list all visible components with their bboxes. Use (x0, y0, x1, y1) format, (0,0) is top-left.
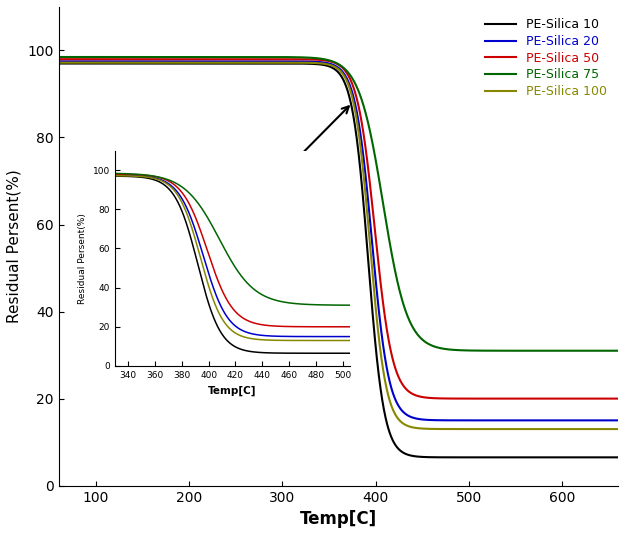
PE-Silica 50 (496, 395, 503, 402)
PE-Silica 20 (496, 417, 503, 424)
PE-Silica 10 (84, 60, 91, 67)
PE-Silica 75 (55, 54, 63, 60)
PE-Silica 75 (598, 348, 605, 354)
PE-Silica 50 (84, 56, 91, 63)
PE-Silica 10 (598, 454, 605, 461)
PE-Silica 20 (614, 417, 622, 424)
PE-Silica 100 (55, 59, 63, 66)
PE-Silica 100 (327, 62, 334, 68)
PE-Silica 75 (327, 58, 334, 64)
PE-Silica 50 (614, 395, 622, 402)
PE-Silica 10 (614, 454, 622, 461)
PE-Silica 100 (598, 426, 605, 432)
Y-axis label: Residual Persent(%): Residual Persent(%) (7, 170, 22, 323)
Line: PE-Silica 75: PE-Silica 75 (59, 57, 618, 351)
PE-Silica 50 (55, 56, 63, 63)
PE-Silica 100 (312, 60, 319, 66)
Line: PE-Silica 10: PE-Silica 10 (59, 64, 618, 457)
PE-Silica 20 (327, 61, 334, 67)
PE-Silica 100 (614, 426, 622, 432)
PE-Silica 10 (496, 454, 503, 461)
PE-Silica 20 (55, 58, 63, 65)
PE-Silica 50 (327, 58, 334, 65)
PE-Silica 10 (598, 454, 606, 461)
PE-Silica 20 (598, 417, 605, 424)
X-axis label: Temp[C]: Temp[C] (300, 510, 377, 528)
PE-Silica 10 (312, 61, 319, 67)
PE-Silica 50 (598, 395, 606, 402)
PE-Silica 50 (598, 395, 605, 402)
PE-Silica 100 (496, 426, 503, 432)
PE-Silica 75 (496, 348, 503, 354)
PE-Silica 10 (55, 60, 63, 67)
PE-Silica 10 (327, 64, 334, 70)
PE-Silica 100 (84, 59, 91, 66)
PE-Silica 75 (312, 55, 319, 62)
PE-Silica 20 (598, 417, 606, 424)
Line: PE-Silica 20: PE-Silica 20 (59, 62, 618, 421)
PE-Silica 75 (84, 54, 91, 60)
PE-Silica 100 (598, 426, 606, 432)
Line: PE-Silica 50: PE-Silica 50 (59, 59, 618, 399)
Line: PE-Silica 100: PE-Silica 100 (59, 63, 618, 429)
PE-Silica 50 (312, 56, 319, 63)
PE-Silica 20 (312, 58, 319, 65)
Legend: PE-Silica 10, PE-Silica 20, PE-Silica 50, PE-Silica 75, PE-Silica 100: PE-Silica 10, PE-Silica 20, PE-Silica 50… (479, 13, 612, 103)
PE-Silica 75 (614, 348, 622, 354)
PE-Silica 20 (84, 58, 91, 65)
PE-Silica 75 (598, 348, 606, 354)
